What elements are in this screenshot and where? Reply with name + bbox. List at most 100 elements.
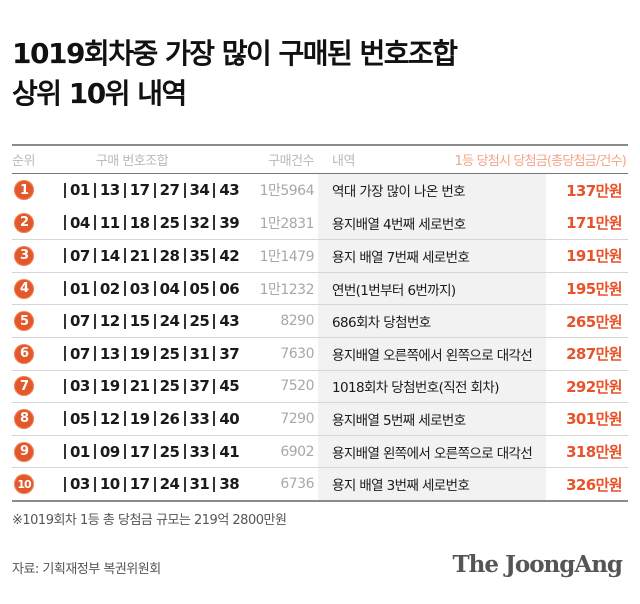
separator-bar xyxy=(153,182,156,198)
separator-bar xyxy=(153,215,156,231)
separator-bar xyxy=(123,378,126,394)
table-row: 7 03 19 21 25 37 45 7520 1018회차 당첨번호(직전 회차) 292만원 xyxy=(12,369,628,403)
separator-bar xyxy=(64,182,66,198)
lotto-number: 43 xyxy=(219,181,240,200)
separator-bar xyxy=(153,444,156,460)
rank-badge-icon: 8 xyxy=(14,408,34,429)
header-numbers: 구매 번호조합 xyxy=(95,154,169,169)
lotto-number: 19 xyxy=(129,409,150,428)
lotto-number: 05 xyxy=(189,279,210,298)
rank-cell: 1 xyxy=(12,180,46,201)
number-combination: 07 13 19 25 31 37 xyxy=(64,344,240,363)
purchase-count: 7520 xyxy=(280,378,314,395)
lotto-number: 25 xyxy=(159,344,180,363)
separator-bar xyxy=(153,281,156,297)
lotto-number: 03 xyxy=(129,279,150,298)
lotto-number: 31 xyxy=(189,344,210,363)
rank-badge-icon: 1 xyxy=(14,180,34,201)
description-text: 용지배열 오른쪽에서 왼쪽으로 대각선 xyxy=(332,347,533,364)
separator-bar xyxy=(183,378,186,394)
rank-cell: 7 xyxy=(12,376,46,397)
table-row: 6 07 13 19 25 31 37 7630 용지배열 오른쪽에서 왼쪽으로 대각선 287만… xyxy=(12,336,628,370)
lotto-number: 40 xyxy=(219,409,240,428)
separator-bar xyxy=(213,346,216,362)
rank-badge-icon: 10 xyxy=(14,474,34,495)
lotto-number: 38 xyxy=(219,475,240,494)
lotto-number: 04 xyxy=(70,213,90,232)
prize-amount: 292만원 xyxy=(566,377,623,396)
separator-bar xyxy=(183,182,186,198)
separator-bar xyxy=(183,313,186,329)
lotto-number: 07 xyxy=(70,246,90,265)
prize-amount: 191만원 xyxy=(566,247,623,266)
lotto-number: 21 xyxy=(129,377,150,396)
rank-badge-icon: 2 xyxy=(14,212,34,233)
lotto-number: 05 xyxy=(70,409,90,428)
rank-badge-icon: 9 xyxy=(14,441,34,462)
lotto-number: 42 xyxy=(219,246,240,265)
lotto-number: 11 xyxy=(99,213,120,232)
description-cell: 686회차 당첨번호 xyxy=(318,305,546,337)
separator-bar xyxy=(64,411,66,427)
table-header: 순위 구매 번호조합 구매건수 내역 1등 당첨시 당첨금(총당첨금/건수) xyxy=(12,146,628,174)
purchase-count: 1만1232 xyxy=(259,281,315,298)
separator-bar xyxy=(123,346,126,362)
description-text: 역대 가장 많이 나온 번호 xyxy=(332,184,466,201)
description-cell: 연번(1번부터 6번까지) xyxy=(318,272,546,305)
lotto-number: 25 xyxy=(159,377,180,396)
separator-bar xyxy=(213,444,216,460)
description-cell: 역대 가장 많이 나온 번호 xyxy=(318,174,546,207)
numbers-cell: 04 11 18 25 32 39 xyxy=(46,213,240,232)
separator-bar xyxy=(213,215,216,231)
description-cell: 1018회차 당첨번호(직전 회차) xyxy=(318,370,546,403)
table-row: 2 04 11 18 25 32 39 1만2831 용지배열 4번째 세로번호 171만원 xyxy=(12,206,628,240)
table-row: 8 05 12 19 26 33 40 7290 용지배열 5번째 세로번호 301만원 xyxy=(12,402,628,435)
rank-cell: 9 xyxy=(12,441,46,462)
header-prize: 1등 당첨시 당첨금(총당첨금/건수) xyxy=(454,154,627,169)
table-row: 4 01 02 03 04 05 06 1만1232 연번(1번부터 6번까지) 195만원 xyxy=(12,271,628,305)
prize-amount: 171만원 xyxy=(566,214,623,233)
separator-bar xyxy=(153,248,156,264)
separator-bar xyxy=(93,215,96,231)
table-row: 3 07 14 21 28 35 42 1만1479 용지 배열 7번째 세로번호 191만원 xyxy=(12,239,628,272)
number-combination: 03 19 21 25 37 45 xyxy=(64,377,240,396)
separator-bar xyxy=(183,215,186,231)
lotto-number: 17 xyxy=(129,181,150,200)
lotto-number: 10 xyxy=(99,475,120,494)
lotto-number: 12 xyxy=(99,409,120,428)
lotto-number: 02 xyxy=(99,279,120,298)
separator-bar xyxy=(93,346,96,362)
separator-bar xyxy=(183,281,186,297)
separator-bar xyxy=(183,248,186,264)
lotto-number: 45 xyxy=(219,377,240,396)
rank-badge-icon: 7 xyxy=(14,376,34,397)
lotto-number: 27 xyxy=(159,181,180,200)
lotto-number: 33 xyxy=(189,442,210,461)
separator-bar xyxy=(213,378,216,394)
lotto-number: 03 xyxy=(70,475,90,494)
separator-bar xyxy=(64,248,66,264)
separator-bar xyxy=(153,313,156,329)
separator-bar xyxy=(183,411,186,427)
lotto-number: 17 xyxy=(129,442,150,461)
separator-bar xyxy=(153,476,156,492)
lotto-number: 04 xyxy=(159,279,180,298)
description-cell: 용지배열 오른쪽에서 왼쪽으로 대각선 xyxy=(318,337,546,370)
number-combination: 07 12 15 24 25 43 xyxy=(64,312,240,331)
rank-cell: 2 xyxy=(12,212,46,233)
separator-bar xyxy=(153,378,156,394)
lotto-number: 33 xyxy=(189,409,210,428)
separator-bar xyxy=(64,444,66,460)
lotto-number: 18 xyxy=(129,213,150,232)
separator-bar xyxy=(123,182,126,198)
separator-bar xyxy=(93,378,96,394)
lotto-number: 31 xyxy=(189,475,210,494)
description-cell: 용지 배열 7번째 세로번호 xyxy=(318,240,546,272)
description-text: 용지배열 4번째 세로번호 xyxy=(332,216,466,233)
lotto-number: 25 xyxy=(189,312,210,331)
title-line-1: 1019회차중 가장 많이 구매된 번호조합 xyxy=(12,37,458,70)
separator-bar xyxy=(213,281,216,297)
lotto-number: 21 xyxy=(129,246,150,265)
description-cell: 용지배열 왼쪽에서 오른쪽으로 대각선 xyxy=(318,435,546,468)
page-title: 1019회차중 가장 많이 구매된 번호조합 상위 10위 내역 xyxy=(12,34,458,114)
